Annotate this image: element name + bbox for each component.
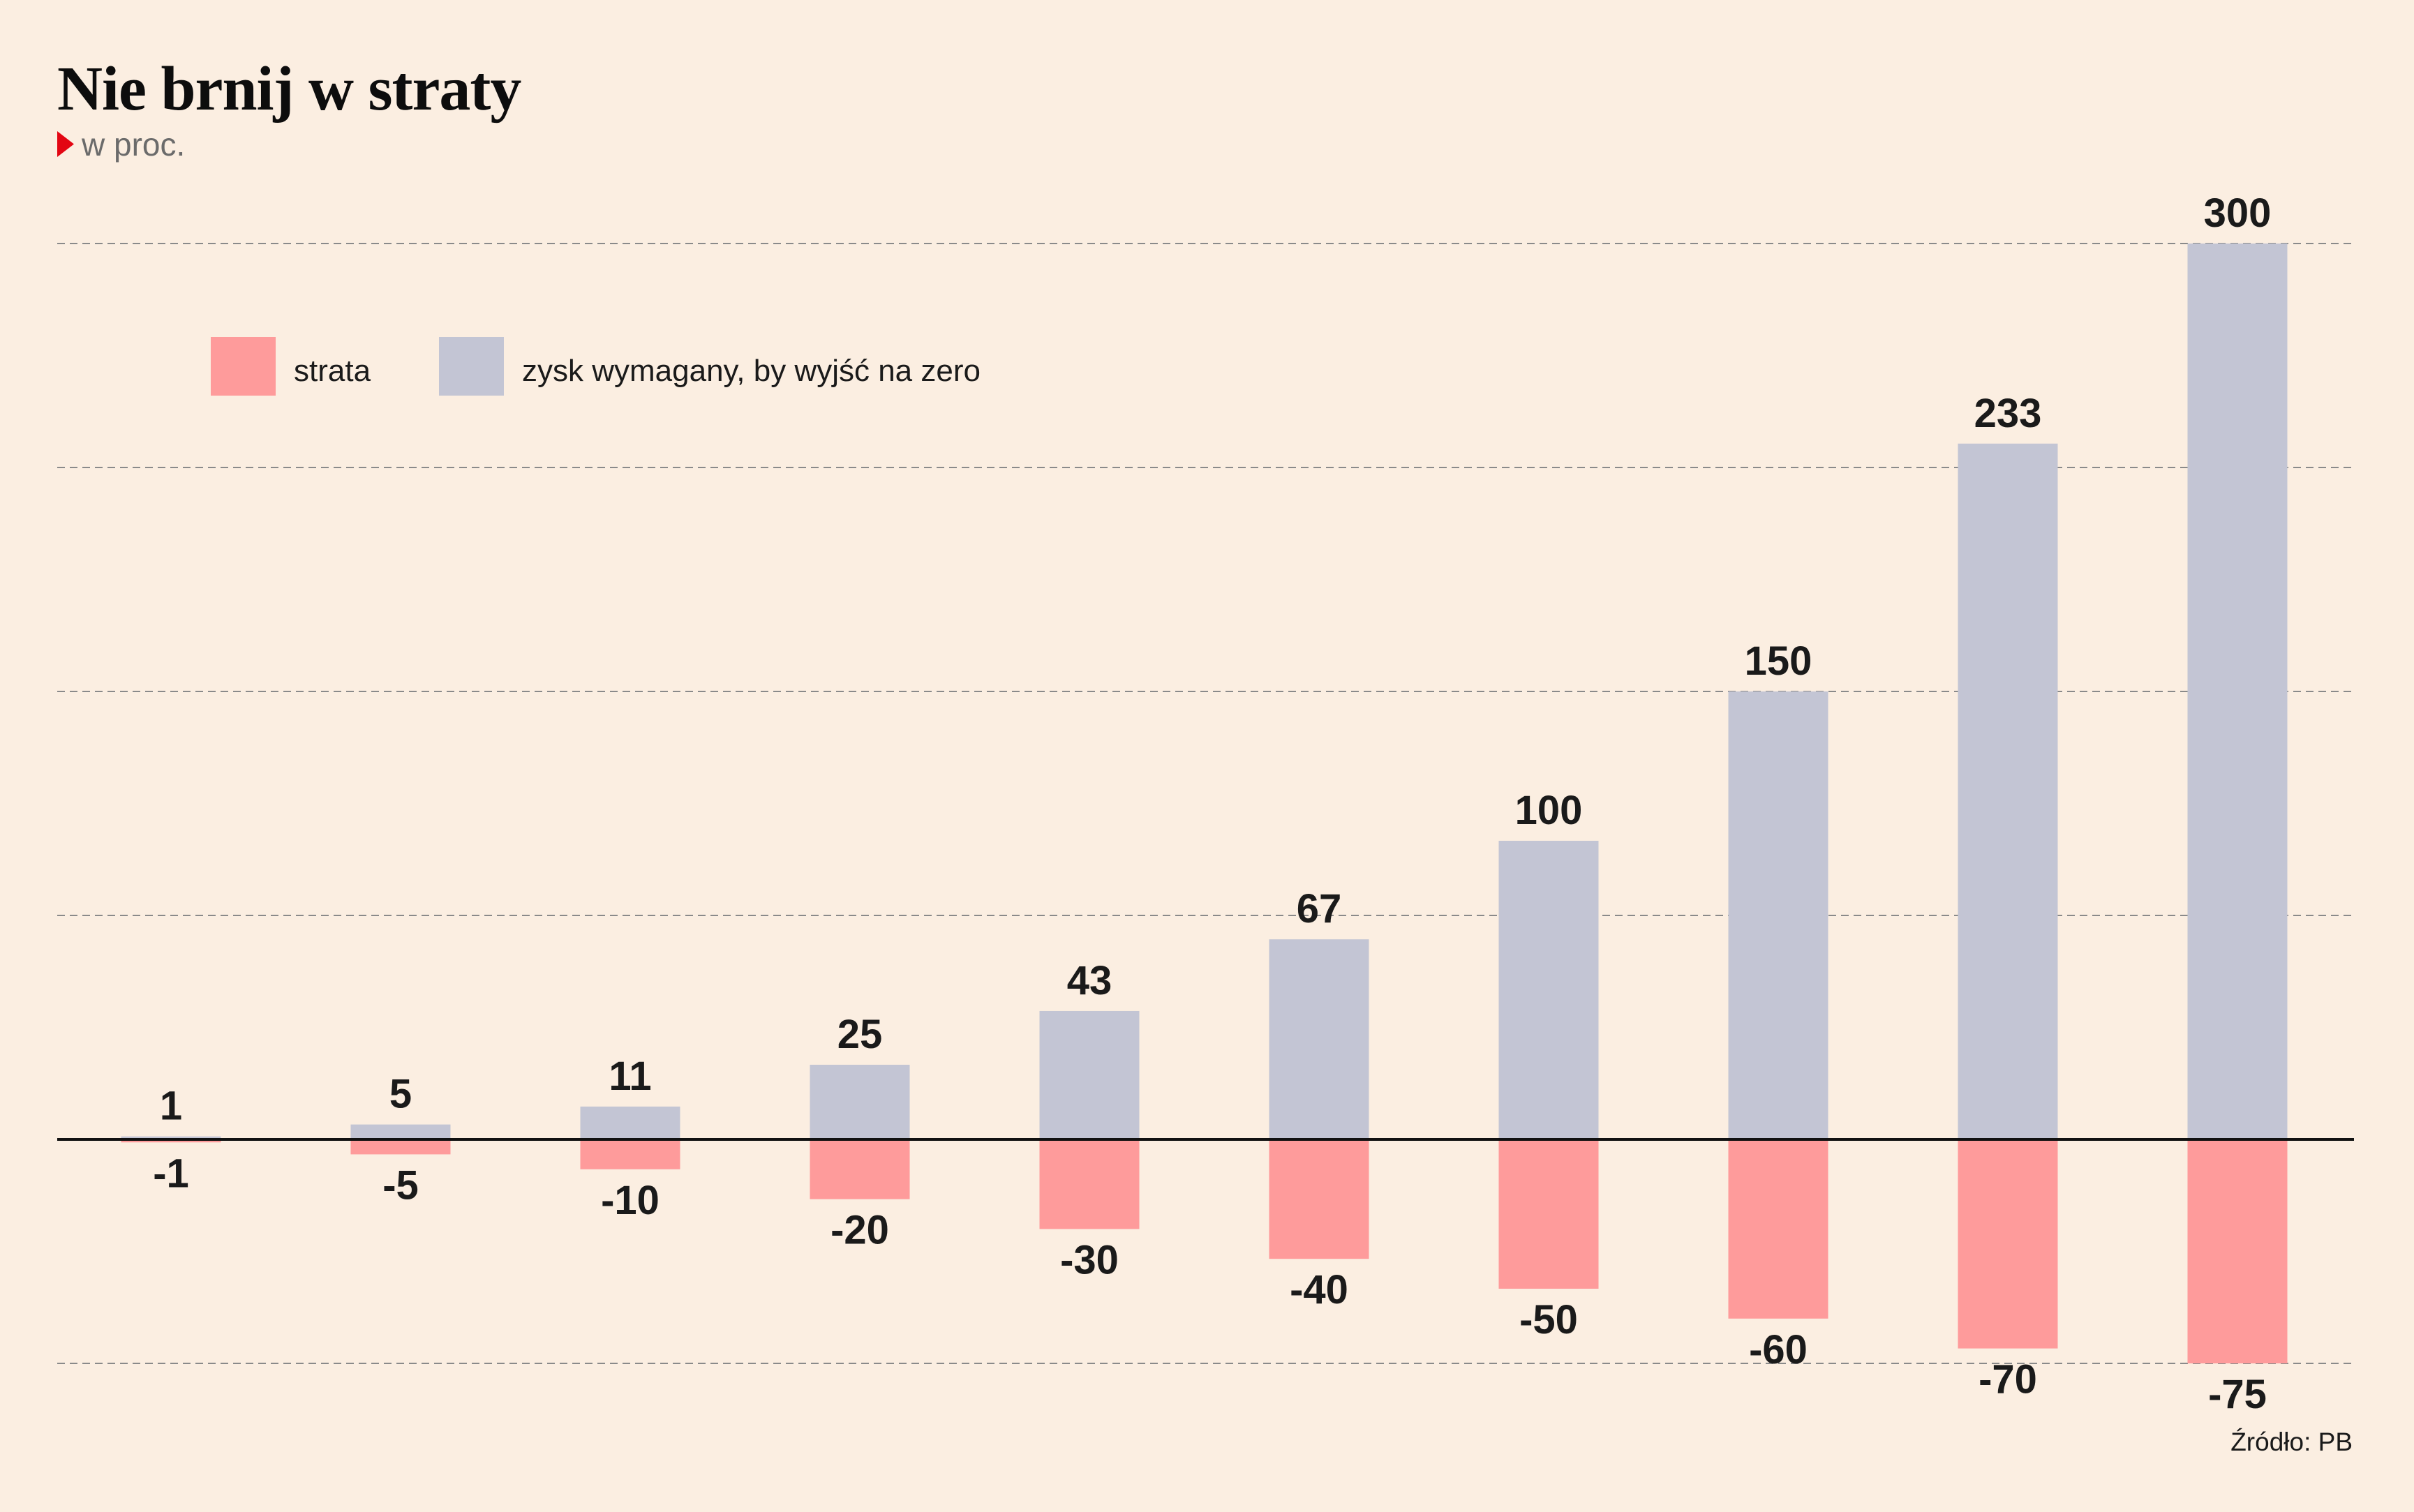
data-label-gain: 11 (609, 1054, 651, 1099)
bar-gain (1269, 939, 1369, 1139)
legend-label-required-gain: zysk wymagany, by wyjść na zero (522, 354, 981, 388)
data-label-gain: 150 (1745, 638, 1812, 684)
bar-loss (1728, 1139, 1828, 1319)
legend-label-strata: strata (294, 354, 371, 388)
data-label-gain: 1 (160, 1084, 182, 1129)
bar-loss (1269, 1139, 1369, 1259)
data-label-gain: 67 (1297, 886, 1342, 931)
data-label-loss: -10 (601, 1178, 660, 1223)
chart-title: Nie brnij w straty (57, 54, 521, 123)
bar-gain (350, 1124, 451, 1139)
legend-swatch-required-gain (439, 337, 504, 396)
chart-subtitle: w proc. (81, 126, 185, 163)
bar-gain (1498, 841, 1599, 1139)
data-label-gain: 5 (389, 1072, 412, 1117)
legend: strata zysk wymagany, by wyjść na zero (211, 337, 981, 396)
bar-loss (2187, 1139, 2288, 1363)
data-label-gain: 300 (2204, 190, 2272, 236)
data-label-gain: 43 (1067, 958, 1112, 1003)
bar-gain (580, 1106, 680, 1139)
bar-gain (1039, 1010, 1140, 1139)
bar-gain (121, 1136, 221, 1139)
legend-swatch-strata (211, 337, 276, 396)
data-label-loss: -5 (382, 1162, 419, 1208)
bar-gain (1728, 691, 1828, 1139)
data-label-loss: -50 (1519, 1297, 1578, 1342)
data-label-loss: -60 (1749, 1327, 1808, 1372)
bar-loss (1958, 1139, 2058, 1349)
bar-loss (810, 1139, 910, 1199)
subtitle-triangle-icon (57, 131, 74, 157)
bar-loss (1039, 1139, 1140, 1229)
bar-loss (580, 1139, 680, 1169)
data-label-loss: -30 (1060, 1237, 1119, 1282)
data-label-loss: -70 (1979, 1357, 2037, 1402)
data-label-gain: 100 (1515, 788, 1583, 833)
bar-gain (1958, 443, 2058, 1139)
data-label-loss: -40 (1290, 1267, 1348, 1312)
bar-loss (1498, 1139, 1599, 1289)
data-label-gain: 233 (1974, 391, 2042, 436)
bar-layer (121, 244, 2288, 1363)
bar-loss (350, 1139, 451, 1155)
data-label-gain: 25 (837, 1012, 883, 1057)
data-label-loss: -1 (153, 1151, 189, 1196)
bar-gain (810, 1065, 910, 1139)
data-label-loss: -75 (2208, 1372, 2267, 1417)
bar-loss (121, 1139, 221, 1143)
source-note: Źródło: PB (2230, 1428, 2353, 1456)
bar-gain (2187, 244, 2288, 1139)
label-layer: -1 -5 -10 -20 -30 -40 -50 -60 -70 -75 1 5 11 25 43 67 10… (153, 190, 2271, 1417)
data-label-loss: -20 (830, 1208, 889, 1253)
